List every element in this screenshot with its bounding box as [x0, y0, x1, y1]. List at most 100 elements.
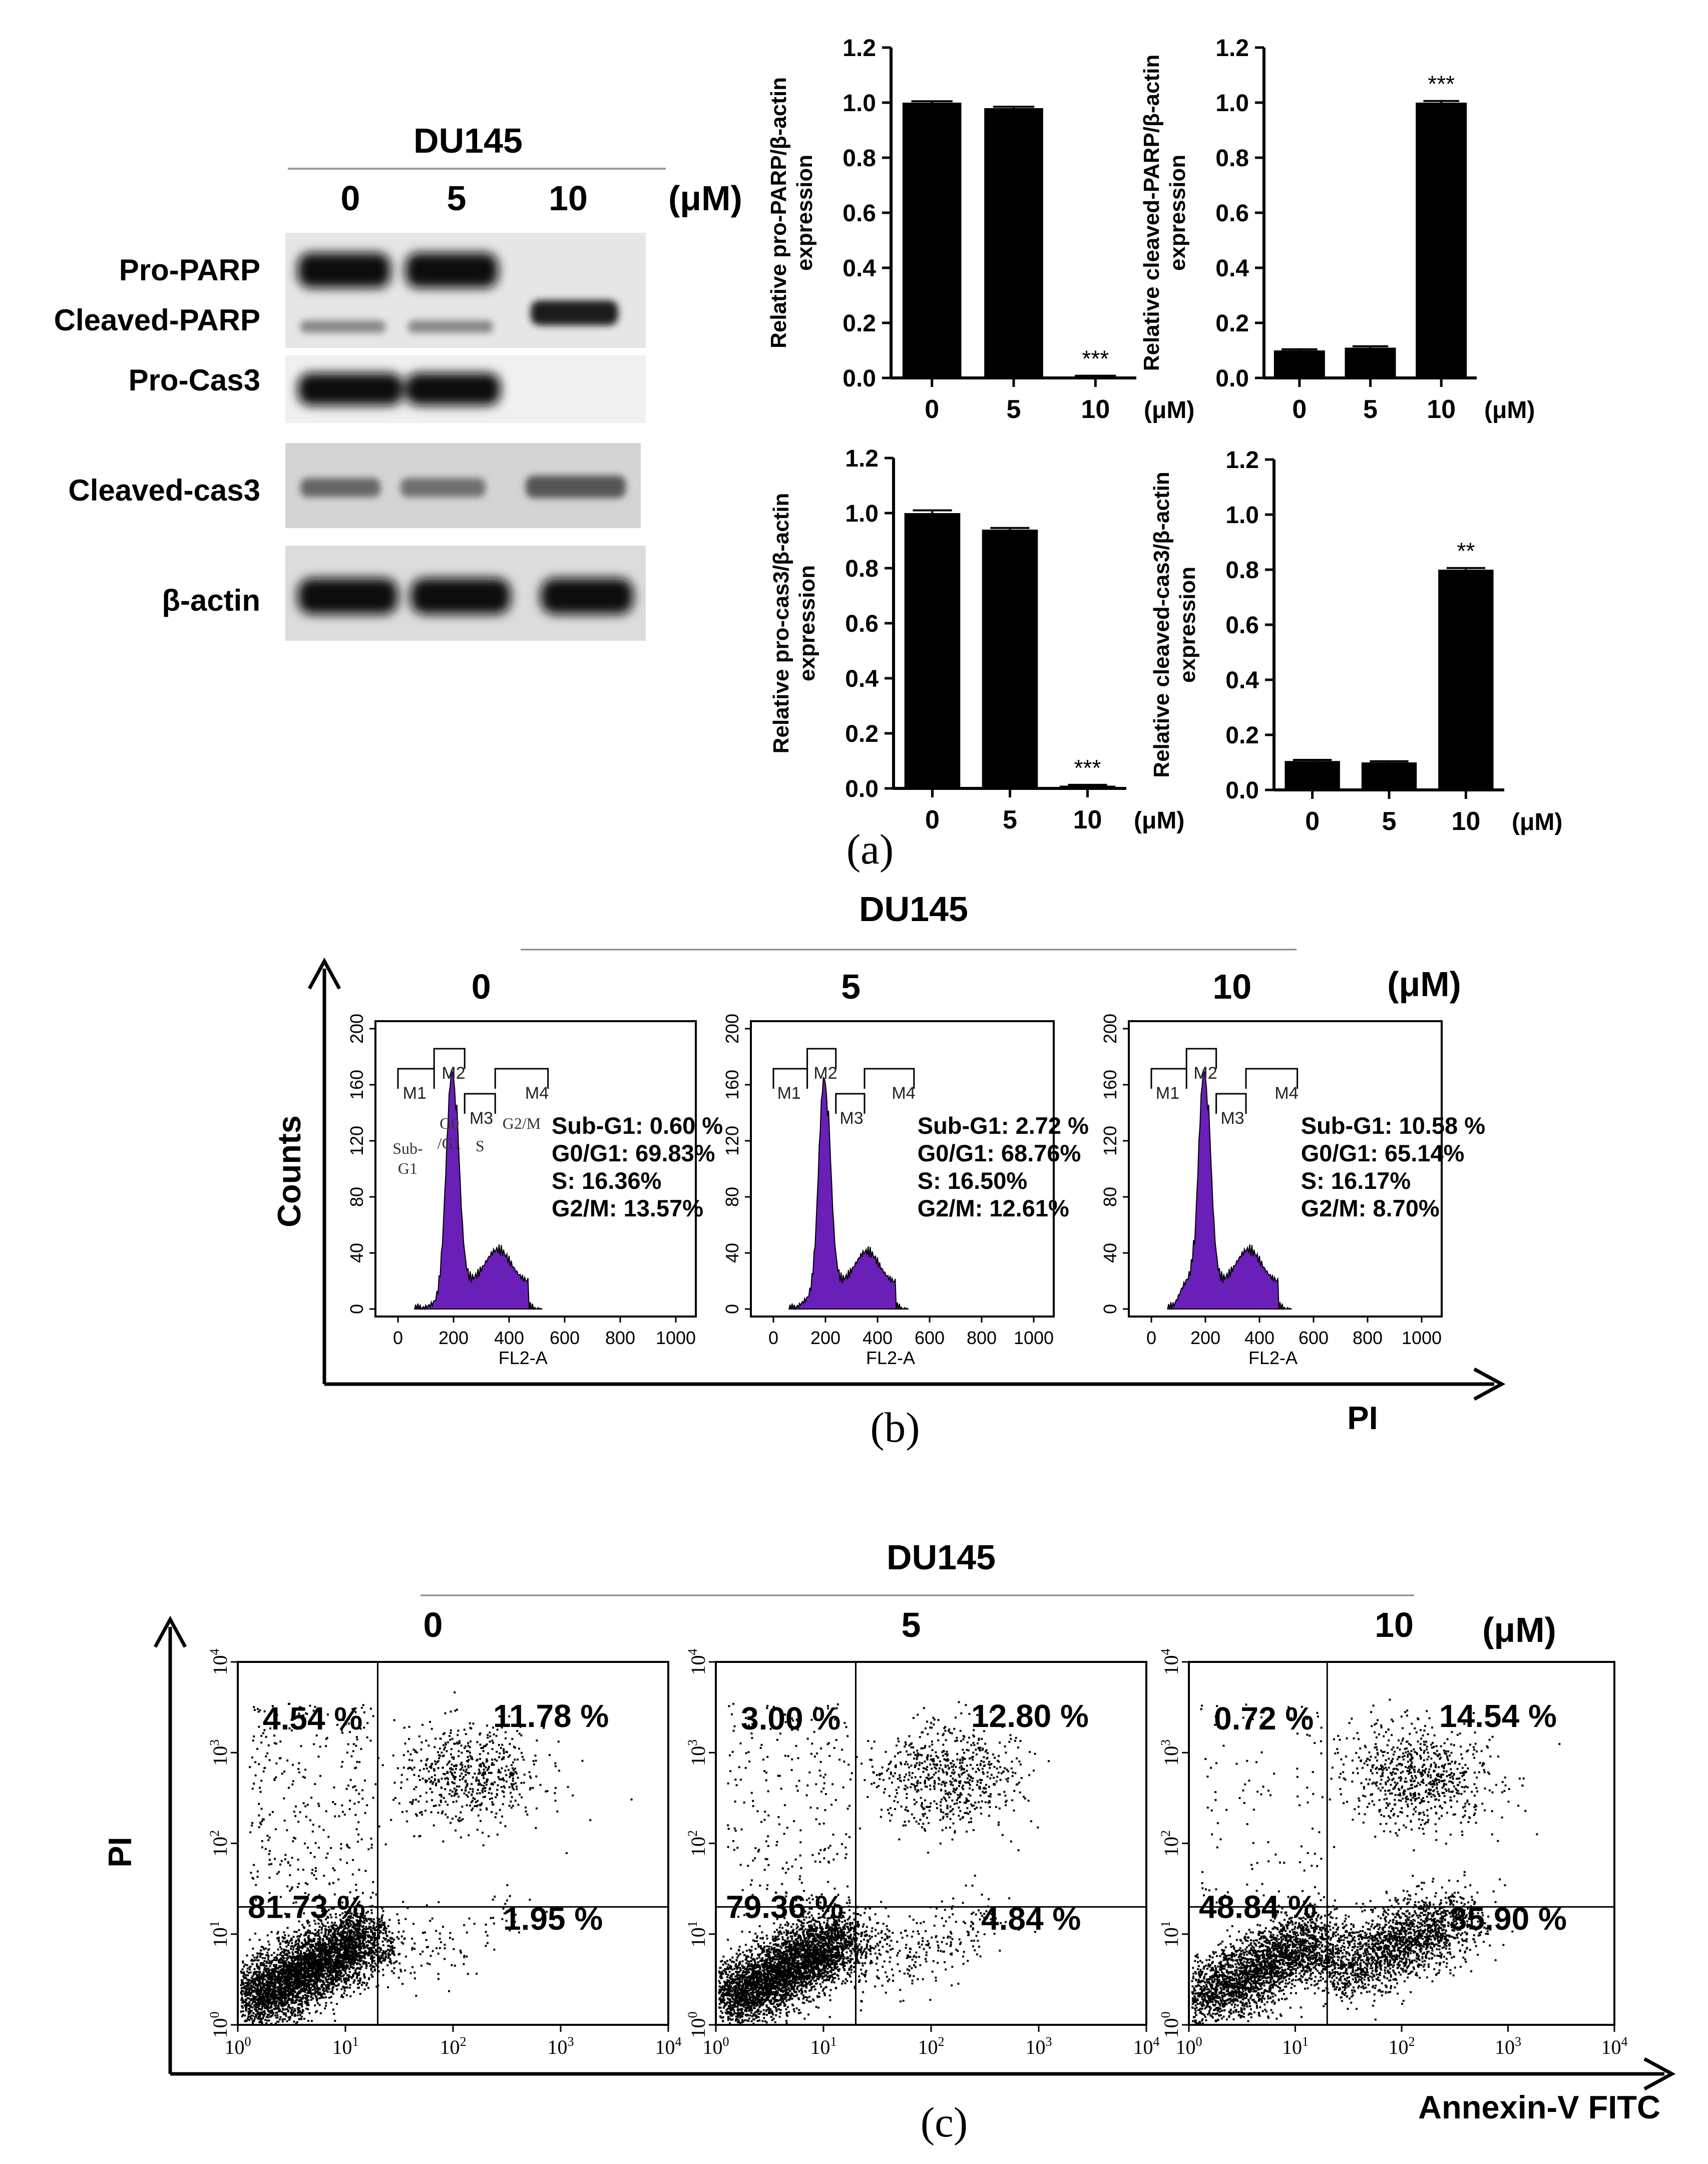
quadrant-lower-right: 1.95 %: [503, 1901, 603, 1937]
x-tick-label: 600: [915, 1328, 945, 1348]
y-tick-label: 200: [1100, 1014, 1120, 1044]
marker-bracket: [1245, 1068, 1299, 1089]
histogram-area: [414, 1069, 543, 1311]
cycle-stat: S: 16.36%: [552, 1167, 661, 1194]
bar-chart-cleaved-parp: 0.0 0.2 0.4 0.6 0.8 1.0 1.2 0 5 10 *** (μM) Relative…: [1139, 35, 1535, 424]
x-tick-exponent: 0: [1196, 2034, 1202, 2049]
histogram-0: 0 0 200 400 600 800 1000 0 40 80 120 160 200 FL2-A M1 M…: [346, 967, 723, 1368]
x-tick-label: 0: [1305, 807, 1320, 836]
x-tick-exponent: 1: [352, 2034, 359, 2049]
y-tick-label: 40: [722, 1243, 742, 1263]
x-tick-label: 101: [810, 2034, 837, 2058]
y-tick-label: 104: [685, 1649, 709, 1675]
apoptosis-y-arrowhead: [153, 1615, 187, 1648]
cell-cycle-x-label: PI: [1347, 1400, 1378, 1436]
y-tick-label: 0.2: [1225, 722, 1259, 749]
significance-label: ***: [1082, 346, 1109, 372]
histogram-frame: [374, 1020, 697, 1318]
phase-label: Sub-: [392, 1139, 422, 1157]
x-tick-label: 10: [1081, 395, 1110, 424]
marker-label: M2: [813, 1064, 837, 1083]
panel-a-label: (a): [846, 826, 894, 873]
marker-label: M1: [403, 1084, 426, 1103]
histogram-10: 10 0 200 400 600 800 1000 0 40 80 120 160 200 FL2-A M1…: [1100, 967, 1485, 1368]
cycle-stat: Sub-G1: 10.58 %: [1301, 1112, 1485, 1139]
scatter-points: [240, 1691, 633, 2025]
marker-label: M4: [525, 1084, 549, 1103]
histogram-dose-label: 10: [1212, 967, 1251, 1006]
y-tick-label: 0.2: [1215, 310, 1249, 337]
x-tick-exponent: 3: [1515, 2034, 1521, 2049]
y-axis-label: Relative cleaved-cas3/β-actin: [1149, 472, 1174, 777]
blot-membrane-beta-actin: [285, 546, 646, 641]
blot-cell-line: DU145: [413, 121, 523, 160]
x-tick-label: 10: [1451, 807, 1480, 836]
bar-chart-cleaved-cas3: 0.0 0.2 0.4 0.6 0.8 1.0 1.2 0 5 10 ** (μM) Relative …: [1149, 447, 1562, 836]
quadrant-lower-left: 79.36 %: [726, 1889, 843, 1925]
cycle-stat: G2/M: 13.57%: [552, 1195, 703, 1221]
x-tick-label: 1000: [1402, 1328, 1442, 1348]
y-tick-label: 160: [1100, 1070, 1120, 1100]
histogram-area: [1167, 1069, 1292, 1311]
x-tick-label: 200: [1190, 1328, 1220, 1348]
bar: [1361, 762, 1417, 790]
x-unit-label: (μM): [1144, 397, 1194, 423]
apoptosis-y-label: PI: [102, 1837, 138, 1867]
y-tick-label: 0.8: [842, 145, 876, 172]
bar: [1273, 350, 1325, 378]
y-tick-label: 200: [722, 1014, 742, 1044]
y-tick-label: 102: [1158, 1830, 1182, 1857]
y-tick-label: 1.0: [845, 501, 879, 527]
x-tick-label: 104: [655, 2034, 682, 2058]
x-tick-label: 10: [1427, 395, 1456, 424]
inner-x-label: FL2-A: [1248, 1348, 1298, 1368]
scatter-dose-label: 5: [902, 1605, 921, 1644]
x-tick-label: 400: [494, 1328, 524, 1348]
y-tick-label: 80: [1100, 1187, 1120, 1207]
x-tick-exponent: 0: [245, 2034, 251, 2049]
blot-label-cleaved-cas3: Cleaved-cas3: [68, 474, 260, 507]
x-tick-exponent: 1: [1302, 2034, 1309, 2049]
x-tick-label: 200: [439, 1328, 469, 1348]
marker-label: M1: [1156, 1084, 1179, 1103]
cell-cycle-panel: DU145 Counts PI (μM) 00 200 400 600 800 10000…: [271, 890, 1506, 1451]
y-tick-label: 0: [1100, 1304, 1120, 1314]
histogram-area: [788, 1076, 909, 1311]
y-tick-label: 1.0: [842, 90, 876, 117]
marker-bracket: [864, 1068, 915, 1089]
y-tick-label: 40: [346, 1243, 367, 1263]
cell-cycle-unit: (μM): [1387, 965, 1461, 1004]
x-tick-label: 5: [1363, 395, 1378, 424]
bar: [984, 108, 1043, 378]
quadrant-upper-right: 11.78 %: [493, 1698, 609, 1734]
y-axis-label-line2: expression: [792, 155, 817, 271]
x-tick-label: 101: [1282, 2034, 1309, 2058]
y-tick-exponent: 1: [1158, 1921, 1173, 1927]
x-tick-label: 102: [918, 2034, 945, 2058]
x-tick-exponent: 0: [723, 2034, 729, 2049]
scatter-points: [1191, 1698, 1561, 2025]
y-tick-label: 0.4: [1225, 667, 1259, 694]
blot-label-beta-actin: β-actin: [162, 584, 260, 617]
marker-label: M2: [1193, 1064, 1217, 1083]
cycle-stat: Sub-G1: 0.60 %: [552, 1112, 723, 1139]
bar: [1059, 785, 1116, 788]
phase-label: /G1: [438, 1134, 462, 1152]
y-tick-label: 0.6: [845, 611, 879, 637]
x-unit-label: (μM): [1512, 809, 1562, 835]
marker-label: M1: [777, 1084, 801, 1103]
blot-membrane-pro-cas3: [285, 355, 646, 423]
apoptosis-title: DU145: [887, 1538, 996, 1577]
x-tick-label: 103: [1026, 2034, 1052, 2058]
blot-dose-10: 10: [549, 179, 588, 218]
marker-bracket: [494, 1068, 549, 1089]
y-axis-label: Relative cleaved-PARP/β-actin: [1139, 55, 1164, 371]
apoptosis-unit: (μM): [1482, 1610, 1556, 1649]
x-unit-label: (μM): [1134, 807, 1184, 834]
bar-chart-pro-parp: 0.0 0.2 0.4 0.6 0.8 1.0 1.2 0 5 10 *** (μM) Relative…: [766, 35, 1194, 424]
histograms: 00 200 400 600 800 100004080120160200FL2-AM1M…: [346, 967, 1485, 1368]
y-tick-label: 102: [207, 1830, 231, 1857]
y-tick-exponent: 2: [1158, 1830, 1173, 1837]
